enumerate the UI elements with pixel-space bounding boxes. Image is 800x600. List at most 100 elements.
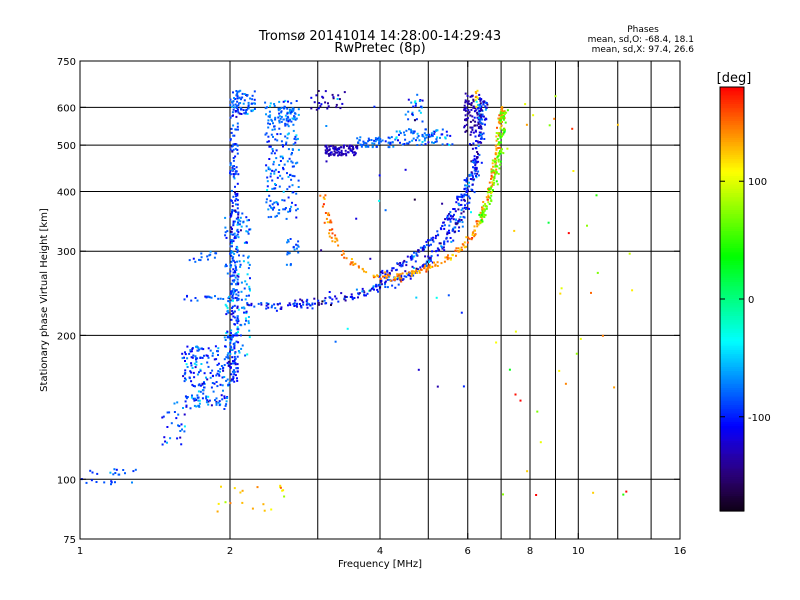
data-point <box>228 336 231 339</box>
data-point <box>185 397 188 400</box>
data-point <box>408 271 411 274</box>
data-point <box>229 104 232 107</box>
data-point <box>478 120 481 123</box>
data-point <box>206 399 209 402</box>
colorbar-segment <box>720 248 744 251</box>
data-point <box>267 140 270 143</box>
data-point <box>467 195 470 198</box>
data-point <box>233 165 235 168</box>
data-point <box>286 123 289 126</box>
data-point <box>477 152 479 155</box>
data-point <box>409 128 412 131</box>
data-point <box>114 481 116 484</box>
colorbar-segment <box>720 460 744 463</box>
data-point <box>232 159 235 162</box>
colorbar-segment <box>720 246 744 249</box>
data-point <box>472 100 475 103</box>
data-point <box>297 148 300 151</box>
data-point <box>177 424 179 427</box>
data-point <box>290 102 293 105</box>
colorbar-segment <box>720 159 744 162</box>
data-point <box>572 170 575 172</box>
data-point <box>233 274 236 277</box>
data-point <box>398 275 401 278</box>
data-point <box>337 154 339 157</box>
data-point <box>479 110 481 112</box>
data-point <box>232 233 235 236</box>
data-point <box>308 303 310 306</box>
data-point <box>427 239 429 242</box>
data-point <box>292 129 295 132</box>
data-point <box>239 216 242 219</box>
data-point <box>502 133 505 136</box>
data-point <box>498 143 501 146</box>
data-point <box>219 297 222 300</box>
data-point <box>204 295 207 298</box>
data-point <box>485 102 488 104</box>
data-point <box>414 260 417 263</box>
data-point <box>431 250 434 253</box>
data-point <box>476 140 479 143</box>
data-point <box>245 230 248 233</box>
data-point <box>495 159 498 162</box>
data-point <box>400 264 403 267</box>
data-point <box>225 332 228 334</box>
data-point <box>295 138 298 141</box>
data-point <box>279 133 282 135</box>
data-point <box>357 142 360 144</box>
colorbar-segment <box>720 169 744 173</box>
data-point <box>253 98 256 101</box>
data-point <box>471 233 474 236</box>
data-point <box>229 342 232 344</box>
data-point <box>184 377 186 380</box>
data-point <box>378 199 381 202</box>
colorbar-segment <box>720 309 744 313</box>
data-point <box>236 297 239 300</box>
data-point <box>495 180 498 183</box>
data-point <box>402 278 405 281</box>
data-point <box>444 218 447 221</box>
colorbar-segment <box>720 411 744 415</box>
data-point <box>283 199 286 202</box>
colorbar-segment <box>720 235 744 239</box>
data-point <box>480 105 483 108</box>
data-point <box>329 151 332 154</box>
data-point <box>377 275 379 278</box>
data-point <box>417 135 420 137</box>
data-point <box>233 373 236 376</box>
data-point <box>297 240 300 243</box>
data-point <box>242 109 245 112</box>
data-point <box>467 109 470 112</box>
data-point <box>248 263 251 266</box>
data-point <box>233 97 235 100</box>
data-point <box>443 243 446 246</box>
data-point <box>215 252 218 255</box>
data-point <box>294 118 297 121</box>
stats-line-x: mean, sd,X: 97.4, 26.6 <box>592 45 695 55</box>
data-point <box>234 147 237 150</box>
colorbar-segment <box>720 99 744 103</box>
data-point <box>499 135 502 138</box>
data-point <box>477 220 480 223</box>
data-point <box>448 143 451 146</box>
data-point <box>490 177 492 180</box>
data-point <box>468 207 470 210</box>
data-point <box>207 295 210 298</box>
data-point <box>317 107 320 110</box>
data-point <box>407 98 410 101</box>
data-point <box>488 203 491 205</box>
colorbar-segment <box>720 337 744 340</box>
data-point <box>494 165 497 168</box>
data-point <box>493 177 496 179</box>
data-point <box>296 244 299 247</box>
data-point <box>232 256 235 259</box>
data-point <box>424 255 427 258</box>
data-point <box>265 302 268 305</box>
colorbar-segment <box>720 167 744 171</box>
data-point <box>237 90 240 93</box>
data-point <box>479 118 482 121</box>
data-point <box>247 320 250 323</box>
data-point <box>273 170 276 173</box>
data-point <box>235 105 238 108</box>
data-point <box>183 356 185 359</box>
